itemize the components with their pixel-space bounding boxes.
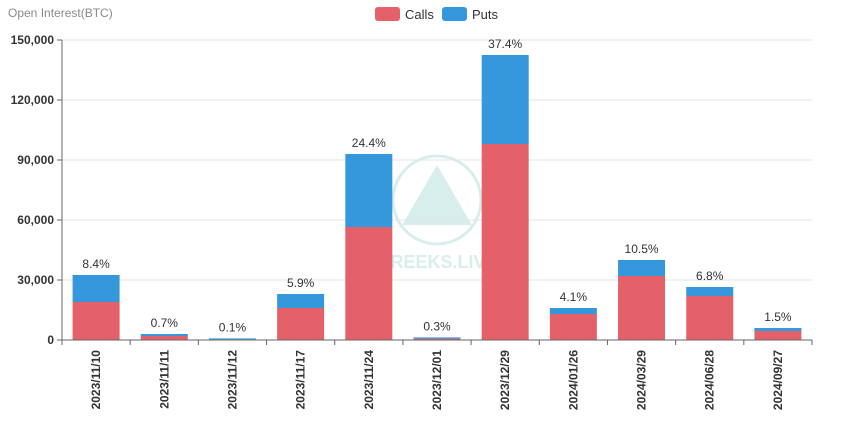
percent-label: 5.9% [287,276,315,290]
x-tick-label: 2023/11/12 [225,350,239,410]
bar-puts [754,328,802,331]
legend-item-puts[interactable]: Puts [442,7,499,22]
x-tick-label: 2024/06/28 [703,350,717,410]
legend-swatch-calls [375,7,400,21]
percent-label: 0.3% [423,319,451,333]
x-tick-label: 2024/01/26 [566,350,580,410]
bar-percent-labels: 8.4% 0.7% 0.1% 5.9% 24.4% 0.3% 37.4% 4.1% 10.5% 6… [82,37,791,334]
bar-calls [72,302,120,340]
bar-calls [345,227,393,340]
bar-puts [481,55,529,144]
percent-label: 37.4% [488,37,522,51]
watermark-logo: GREEKS.LIVE [376,154,498,272]
bars [72,55,802,340]
bar-calls [277,308,325,340]
y-tick-label: 120,000 [11,93,55,107]
bar-puts [413,337,461,339]
percent-label: 10.5% [625,242,659,256]
legend-item-calls[interactable]: Calls [375,7,434,22]
bar-calls [481,144,529,340]
bar-puts [72,275,120,302]
bar-calls [549,314,597,340]
y-axis-ticks: 0 30,000 60,000 90,000 120,000 150,000 [11,33,62,347]
y-tick-label: 60,000 [17,213,54,227]
x-tick-label: 2023/11/11 [157,350,171,409]
y-axis-title: Open Interest(BTC) [8,6,113,20]
bar-calls [413,338,461,340]
percent-label: 1.5% [764,310,792,324]
legend[interactable]: Calls Puts [375,7,499,22]
y-tick-label: 90,000 [17,153,54,167]
y-tick-label: 0 [47,333,54,347]
percent-label: 24.4% [352,136,386,150]
percent-label: 0.1% [219,320,247,334]
legend-swatch-puts [442,7,467,21]
bar-puts [140,334,188,336]
x-tick-label: 2023/11/24 [362,350,376,410]
percent-label: 8.4% [82,257,110,271]
y-tick-label: 30,000 [17,273,54,287]
x-tick-label: 2024/03/29 [635,350,649,410]
x-axis-ticks: 2023/11/10 2023/11/11 2023/11/12 2023/11/17… [61,340,813,410]
bar-puts [686,287,734,296]
bar-puts [549,308,597,314]
x-tick-label: 2023/11/17 [294,350,308,410]
bar-puts [277,294,325,308]
x-tick-label: 2023/12/29 [498,350,512,410]
percent-label: 0.7% [151,316,179,330]
x-tick-label: 2023/12/01 [430,350,444,410]
percent-label: 6.8% [696,269,724,283]
bar-calls [618,276,666,340]
bar-calls [686,296,734,340]
bar-puts [345,154,393,227]
bar-calls [140,336,188,340]
watermark-text: GREEKS.LIVE [376,252,497,272]
bar-calls [754,331,802,340]
bar-puts [618,260,666,276]
percent-label: 4.1% [560,290,588,304]
y-tick-label: 150,000 [11,33,55,47]
legend-label-puts: Puts [472,7,499,22]
y-gridlines [62,39,812,281]
legend-label-calls: Calls [405,7,434,22]
x-tick-label: 2024/09/27 [771,350,785,410]
x-tick-label: 2023/11/10 [89,350,103,410]
bar-puts [208,338,256,340]
